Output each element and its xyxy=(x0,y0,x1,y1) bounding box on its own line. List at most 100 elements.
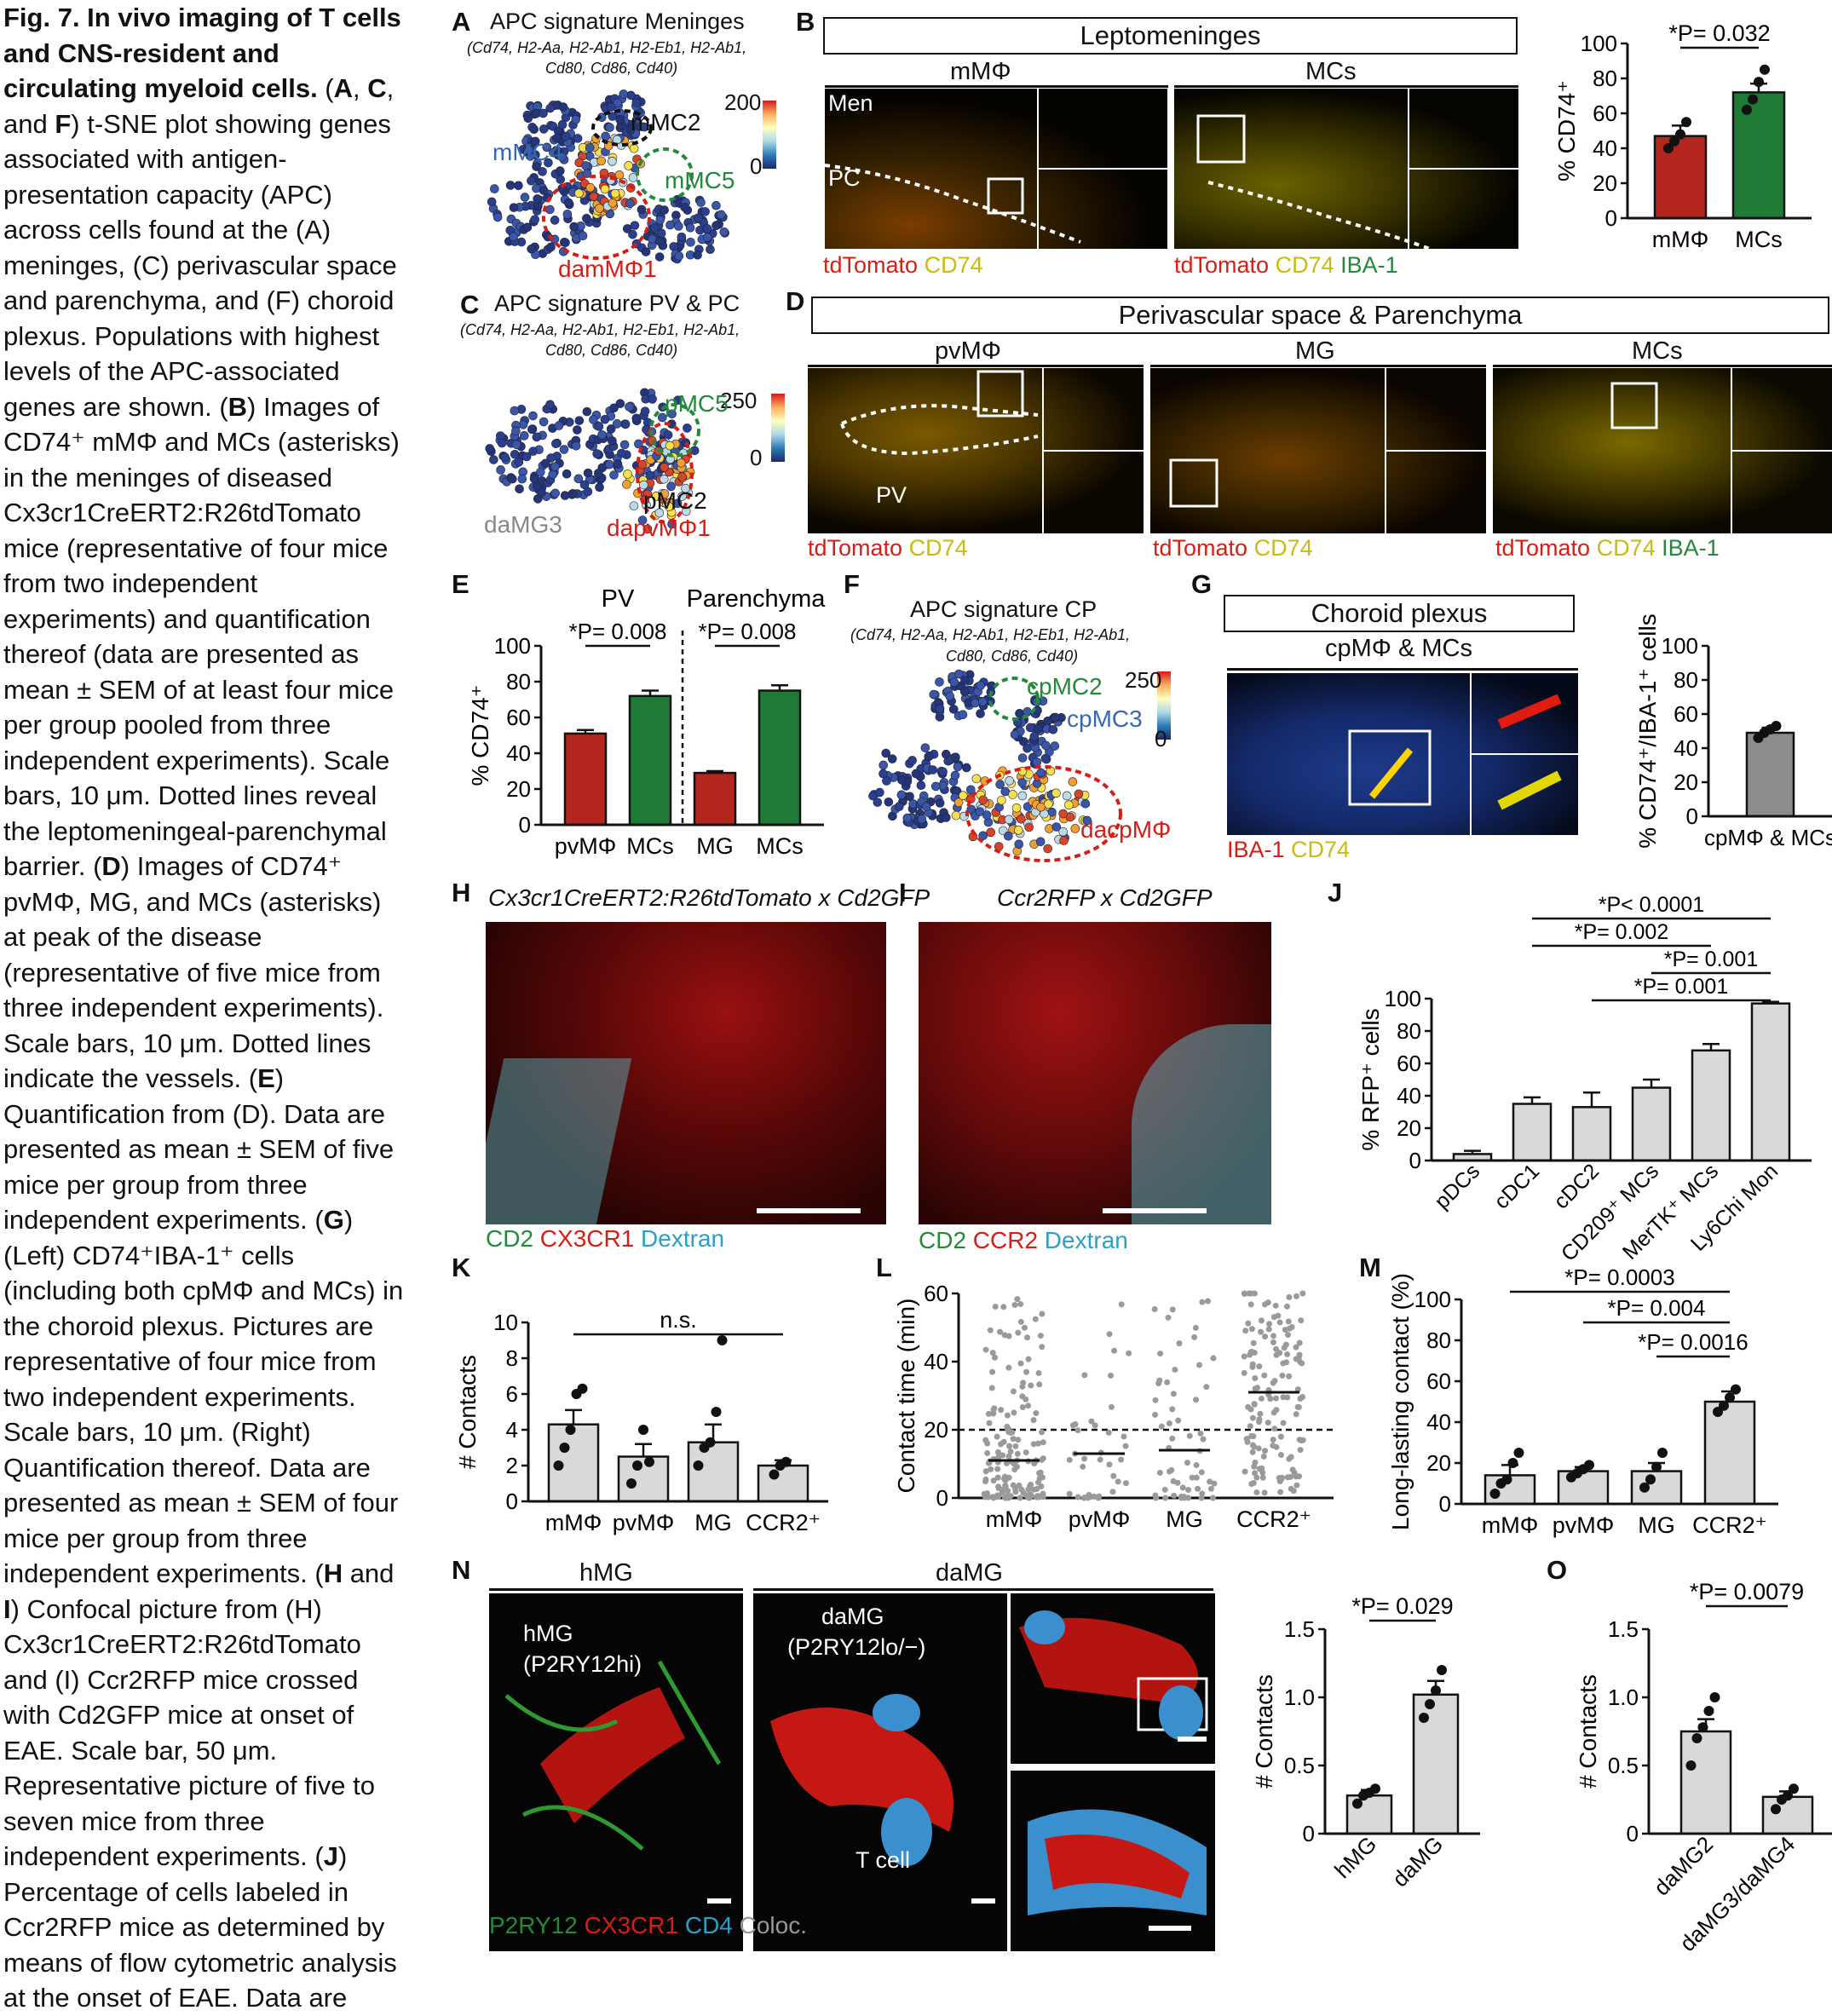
x-tick-label: cpMΦ & MCs xyxy=(1704,825,1832,850)
significance-label: *P= 0.002 xyxy=(1575,920,1669,944)
cell-point xyxy=(978,795,988,805)
data-point xyxy=(1024,1334,1031,1341)
cell-point xyxy=(546,453,556,463)
cell-point xyxy=(605,123,614,132)
cell-point xyxy=(493,212,503,222)
y-axis-label: % RFP⁺ cells xyxy=(1357,1008,1384,1150)
cell-point xyxy=(1062,791,1072,801)
data-point xyxy=(1299,1290,1306,1297)
cell-point xyxy=(935,677,944,687)
data-point xyxy=(1157,1351,1164,1357)
cell-point xyxy=(1080,798,1091,809)
cell-point xyxy=(583,468,593,478)
data-point xyxy=(1719,1400,1729,1411)
data-point xyxy=(988,1385,995,1391)
data-point xyxy=(1002,1495,1009,1501)
cluster-cpmc2: cpMC2 xyxy=(1027,673,1103,700)
y-tick-label: 1.0 xyxy=(1608,1685,1639,1710)
y-tick-label: 0 xyxy=(1303,1821,1315,1846)
data-point xyxy=(1285,1318,1292,1325)
cell-point xyxy=(530,215,540,224)
cell-point xyxy=(976,709,985,718)
cell-point xyxy=(623,469,632,479)
cell-point xyxy=(641,247,651,256)
cell-point xyxy=(615,399,625,408)
cell-point xyxy=(916,780,926,790)
data-point xyxy=(1023,1368,1030,1375)
data-point xyxy=(1017,1318,1024,1325)
damg-sub-label: (P2RY12lo/−) xyxy=(787,1634,926,1660)
data-point xyxy=(1111,1347,1118,1354)
cell-point xyxy=(574,416,585,425)
cell-point xyxy=(717,210,726,220)
cell-point xyxy=(509,232,518,242)
data-point xyxy=(1663,143,1674,153)
cell-point xyxy=(669,242,678,251)
data-point xyxy=(1161,1486,1168,1493)
cell-point xyxy=(657,412,667,423)
cell-point xyxy=(942,749,951,759)
y-tick-label: 40 xyxy=(506,740,531,766)
cell-point xyxy=(510,449,520,459)
chart-n: 0 0.5 1.0 1.5 # Contacts hMG daMG *P= 0.029 xyxy=(1251,1593,1480,1892)
data-point xyxy=(1203,1384,1210,1391)
cell-point xyxy=(702,232,712,242)
x-tick-label: MG xyxy=(696,833,734,859)
data-point xyxy=(1106,1461,1113,1468)
cell-point xyxy=(608,198,618,208)
cell-point xyxy=(624,161,633,170)
data-point xyxy=(1030,1417,1037,1424)
data-point xyxy=(1241,1291,1248,1298)
cell-point xyxy=(530,136,540,147)
cell-point xyxy=(597,430,607,440)
data-point xyxy=(1021,1324,1028,1331)
cell-point xyxy=(1044,799,1053,809)
significance-label: *P= 0.008 xyxy=(699,619,797,644)
data-point xyxy=(1025,1486,1032,1493)
cell-point xyxy=(554,421,564,430)
y-tick-label: 60 xyxy=(1593,101,1617,126)
cell-point xyxy=(529,124,539,135)
data-point xyxy=(705,1437,716,1448)
cell-point xyxy=(521,452,532,462)
cell-point xyxy=(496,431,505,441)
cell-point xyxy=(573,474,584,484)
data-point xyxy=(1019,1393,1026,1400)
data-point xyxy=(565,1425,576,1435)
y-tick-label: 40 xyxy=(1674,735,1698,761)
data-point xyxy=(988,1466,994,1472)
cell-point xyxy=(917,814,927,824)
scale-a-max: 200 xyxy=(724,89,762,115)
cell-point xyxy=(551,439,561,448)
cell-point xyxy=(677,458,686,468)
data-point xyxy=(1081,1372,1088,1379)
y-tick-label: 0 xyxy=(1605,205,1617,231)
panel-j-label: J xyxy=(1328,878,1343,907)
data-point xyxy=(1176,1340,1183,1347)
data-point xyxy=(559,1443,570,1453)
data-point xyxy=(1247,1301,1254,1308)
significance-label: *P= 0.008 xyxy=(569,619,667,644)
cell-point xyxy=(527,244,536,254)
data-point xyxy=(1256,1416,1263,1423)
data-point xyxy=(711,1407,722,1417)
data-point xyxy=(1019,1404,1026,1411)
cell-point xyxy=(935,798,945,808)
data-point xyxy=(1272,1302,1279,1309)
y-tick-label: 40 xyxy=(1593,135,1617,161)
y-tick-label: 20 xyxy=(1593,170,1617,196)
data-point xyxy=(989,1494,996,1500)
cell-point xyxy=(930,781,941,792)
cell-point xyxy=(924,751,934,761)
data-point xyxy=(982,1476,989,1483)
caption-segment: and xyxy=(343,1558,395,1588)
cell-point xyxy=(1017,753,1028,763)
data-point xyxy=(1193,1461,1200,1468)
panel-i-title: Ccr2RFP x Cd2GFP xyxy=(997,884,1213,911)
y-tick-label: 40 xyxy=(1397,1083,1421,1109)
damg-label: daMG xyxy=(821,1604,884,1629)
cell-point xyxy=(625,199,635,209)
data-point xyxy=(1243,1436,1250,1443)
y-tick-label: 80 xyxy=(1593,66,1617,91)
